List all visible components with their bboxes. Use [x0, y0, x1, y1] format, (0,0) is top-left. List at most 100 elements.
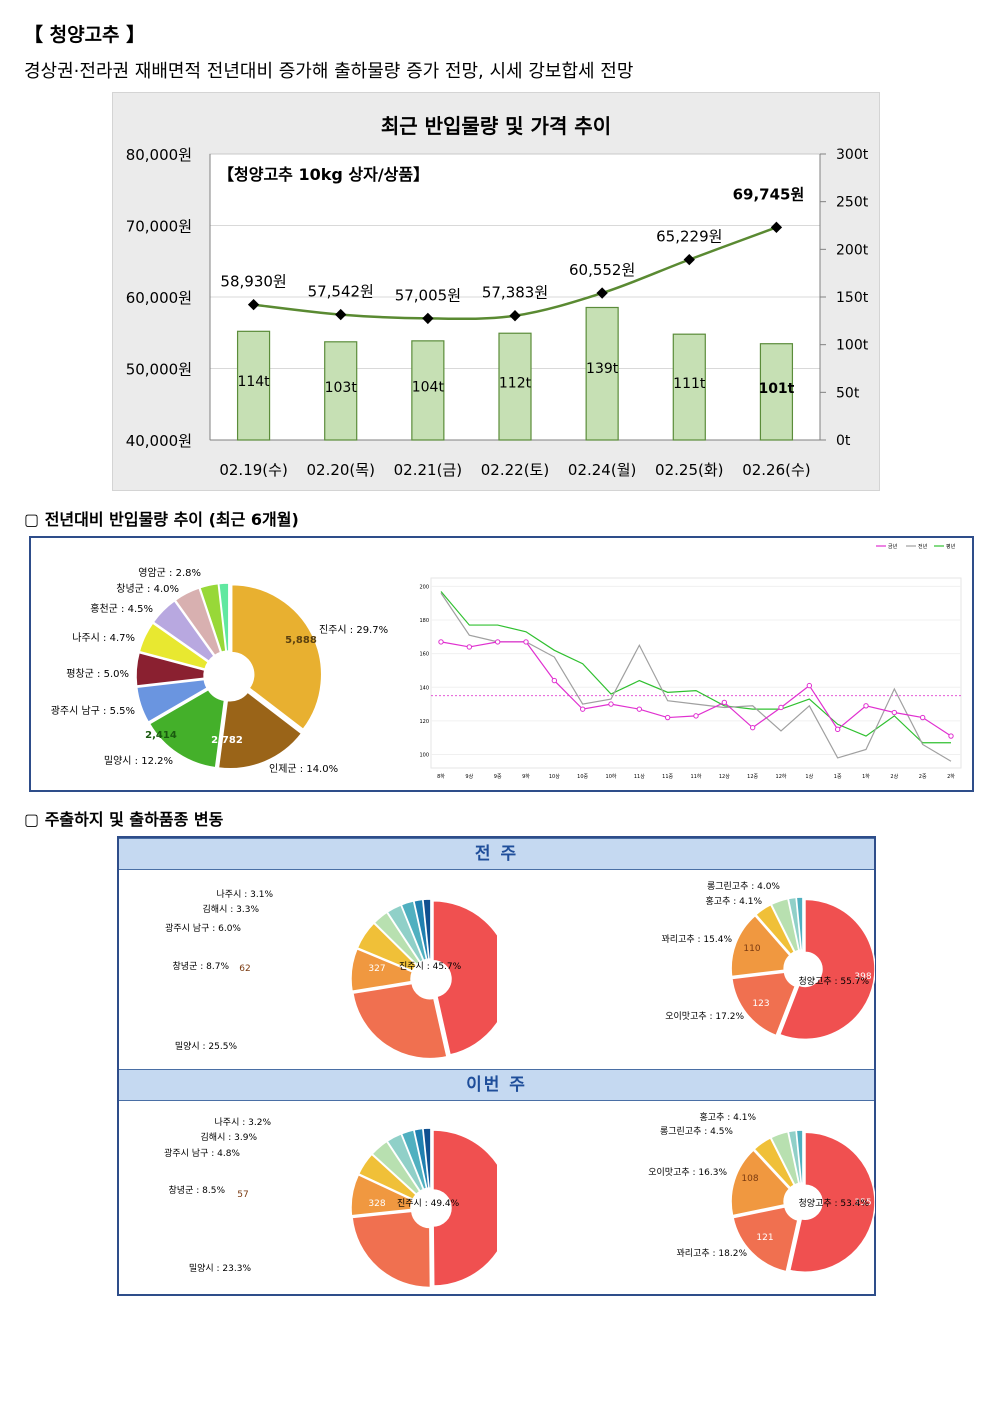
- volume-label: 139t: [586, 361, 619, 377]
- line-point: [778, 704, 784, 711]
- right-tick-label: 200t: [836, 242, 869, 258]
- donut-data-label: 57: [237, 1190, 248, 1200]
- donut-legend-label: 나주시 : 3.2%: [215, 1117, 272, 1128]
- volume-label: 104t: [412, 379, 445, 395]
- right-tick-label: 150t: [836, 290, 869, 306]
- donut-slice: [732, 1205, 799, 1273]
- price-label: 57,005원: [395, 286, 461, 304]
- donut-legend-label: 인제군 : 14.0%: [269, 763, 338, 775]
- donut-legend-label: 창녕군 : 8.5%: [169, 1185, 226, 1196]
- donut-legend-label: 청양고추 : 55.7%: [799, 976, 870, 987]
- donut-data-label: 123: [752, 999, 769, 1009]
- donut-legend-label: 청양고추 : 53.4%: [799, 1198, 870, 1209]
- category-label: 02.21(금): [394, 461, 462, 479]
- volume-label: 112t: [499, 375, 532, 391]
- donut-data-label: 110: [743, 944, 760, 954]
- donut-slice: [351, 1210, 432, 1289]
- donut-legend-label: 진주시 : 29.7%: [319, 624, 388, 636]
- legend-label: 평년: [946, 543, 956, 550]
- line-x-tick: 10중: [577, 774, 588, 780]
- prev-week-region-donut: 327 182 62 진주시 : 45.7% 밀양시 : 25.5% 창녕군 : 8.7%…: [165, 889, 497, 1060]
- line-series-2: [440, 591, 951, 744]
- left-tick-label: 50,000원: [126, 361, 192, 379]
- line-point: [749, 724, 756, 731]
- line-y-tick: 200: [419, 584, 429, 590]
- donut-slice: [352, 982, 448, 1060]
- donut-data-label: 121: [756, 1233, 773, 1243]
- section2-heading: ▢ 주출하지 및 출하품종 변동: [24, 810, 224, 829]
- donut-slice: [174, 587, 222, 657]
- line-x-tick: 2상: [890, 773, 898, 780]
- line-x-tick: 11상: [634, 773, 645, 780]
- prev-week-band: 전 주: [119, 838, 874, 870]
- donut-legend-label: 밀양시 : 23.3%: [189, 1262, 252, 1274]
- legend-label: 전년: [918, 543, 928, 550]
- price-point: [422, 312, 434, 325]
- donut-slice: [350, 947, 414, 993]
- donut-legend-label: 김해시 : 3.3%: [203, 903, 260, 915]
- yearly-volume-line-chart: 200 180 160 140 120 100 8하 9상 9중 9하 10상 10중 10하 11상 11…: [419, 543, 962, 780]
- line-point: [579, 706, 586, 712]
- line-x-tick: 12중: [747, 774, 758, 780]
- line-y-tick: 160: [419, 652, 429, 658]
- main-chart-title: 최근 반입물량 및 가격 추이: [381, 114, 611, 138]
- inner-chart-label: 【청양고추 10kg 상자/상품】: [218, 165, 429, 184]
- this-week-variety-donut: 355 121 108 청양고추 : 53.4% 꽈리고추 : 18.2% 오이맛고추 :…: [648, 1111, 875, 1273]
- this-week-region-donut: 328 155 57 진주시 : 49.4% 밀양시 : 23.3% 창녕군 : 8.5%…: [164, 1117, 497, 1289]
- line-x-tick: 2하: [947, 773, 955, 780]
- line-point: [494, 639, 501, 645]
- donut-slice: [350, 1173, 414, 1217]
- price-label: 69,745원: [733, 185, 805, 203]
- donut-legend-label: 진주시 : 45.7%: [399, 961, 462, 972]
- donut-data-label: 328: [368, 1199, 385, 1209]
- line-x-tick: 9하: [522, 773, 530, 780]
- this-week-band: 이번 주: [119, 1069, 874, 1101]
- donut-data-label: 398: [854, 972, 871, 982]
- price-point: [247, 298, 260, 311]
- volume-bar: [324, 341, 358, 441]
- right-tick-label: 100t: [836, 338, 869, 354]
- line-x-tick: 9상: [465, 773, 473, 780]
- donut-data-label: 108: [741, 1174, 758, 1184]
- line-point: [834, 726, 841, 733]
- donut-legend-label: 홍고추 : 4.1%: [706, 895, 763, 907]
- yearly-volume-panel: 5,888 2,782 2,414 986 진주시 : 29.7% 인제군 : 14.0%…: [29, 536, 974, 792]
- line-point: [664, 714, 671, 721]
- price-label: 57,383원: [482, 284, 548, 302]
- donut-slice: [788, 1131, 875, 1273]
- right-tick-label: 0t: [836, 433, 851, 449]
- donut-data-label: 182: [270, 1024, 287, 1034]
- line-point: [693, 713, 699, 719]
- line-x-tick: 2중: [919, 774, 927, 780]
- donut-data-label: 2,782: [211, 735, 243, 746]
- donut-data-label: 986: [110, 667, 131, 678]
- line-x-tick: 10하: [606, 773, 617, 780]
- donut-slice: [795, 1129, 804, 1184]
- donut-legend-label: 홍천군 : 4.5%: [90, 602, 153, 615]
- line-point: [438, 639, 444, 645]
- donut-slice: [730, 1149, 791, 1217]
- line-y-tick: 120: [419, 719, 429, 725]
- origin-variety-panel: 전 주 327 182 62 진주시 : 45.7% 밀양시 : 25.5% 창녕군 : …: [117, 836, 876, 1296]
- line-x-tick: 1중: [834, 774, 842, 780]
- donut-data-label: 327: [368, 964, 385, 974]
- price-point: [683, 253, 695, 266]
- line-point: [806, 682, 813, 689]
- page-title: 【 청양고추 】: [24, 24, 146, 46]
- donut-slice: [230, 583, 323, 731]
- category-label: 02.24(월): [568, 461, 636, 479]
- volume-bar: [236, 330, 271, 441]
- left-tick-label: 70,000원: [126, 218, 192, 236]
- line-point: [636, 706, 643, 712]
- volume-label: 103t: [325, 380, 358, 396]
- price-point: [770, 221, 783, 233]
- line-point: [948, 733, 954, 739]
- volume-bar: [672, 333, 706, 441]
- price-point: [509, 310, 521, 322]
- donut-slice: [152, 599, 216, 663]
- donut-slice: [135, 651, 206, 687]
- volume-bar: [759, 343, 794, 441]
- donut-legend-label: 광주시 남구 : 5.5%: [51, 705, 135, 717]
- donut-data-label: 355: [854, 1198, 871, 1208]
- price-label: 65,229원: [656, 228, 722, 246]
